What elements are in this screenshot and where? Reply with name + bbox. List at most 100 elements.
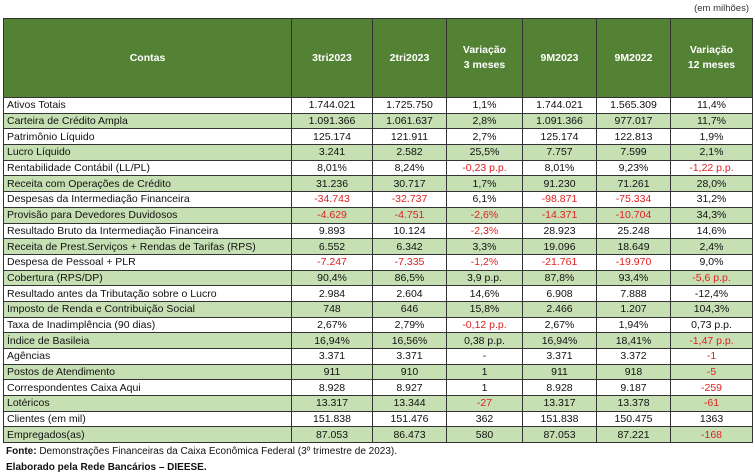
table-cell: 9.187 [596, 379, 671, 397]
row-label: Carteira de Crédito Ampla [3, 112, 292, 130]
table-cell: 6.342 [372, 238, 447, 255]
table-row: Empregados(as) 87.053 86.473 580 87.053 87.22… [3, 426, 753, 444]
table-cell: -5 [670, 363, 753, 381]
table-cell: 2,8% [446, 112, 523, 130]
table-cell: 13.378 [596, 395, 671, 412]
table-cell: 9.893 [291, 222, 373, 240]
table-cell: 13.317 [522, 395, 597, 412]
table-cell: 7.757 [522, 144, 597, 161]
column-header: Variação 12 meses [670, 18, 753, 98]
table-cell: -14.371 [522, 206, 597, 224]
table-cell: 3.371 [291, 348, 373, 365]
column-header: Contas [3, 18, 292, 98]
table-cell: 3.372 [596, 348, 671, 365]
table-row: Taxa de Inadimplência (90 dias) 2,67% 2,79… [3, 316, 753, 334]
table-cell: 28.923 [522, 222, 597, 240]
table-cell: -2,6% [446, 206, 523, 224]
table-cell: 7.599 [596, 144, 671, 161]
table-cell: 104,3% [670, 300, 753, 318]
table-cell: 918 [596, 363, 671, 381]
table-cell: -7.247 [291, 253, 373, 271]
table-cell: -4.751 [372, 206, 447, 224]
table-cell: 30.717 [372, 175, 447, 193]
table-cell: 121.911 [372, 128, 447, 146]
table-cell: 11,4% [670, 97, 753, 114]
row-label: Taxa de Inadimplência (90 dias) [3, 316, 292, 334]
table-cell: 13.317 [291, 395, 373, 412]
table-cell: 8.928 [522, 379, 597, 397]
table-cell: 15,8% [446, 300, 523, 318]
table-cell: 71.261 [596, 175, 671, 193]
table-cell: 580 [446, 426, 523, 444]
table-cell: 8,24% [372, 159, 447, 177]
table-cell: 151.476 [372, 410, 447, 428]
header-row: Contas 3tri2023 2tri2023 Variação 3 meses 9M… [3, 18, 753, 98]
row-label: Imposto de Renda e Contribuição Social [3, 300, 292, 318]
table-cell: -19.970 [596, 253, 671, 271]
table-cell: 2,1% [670, 144, 753, 161]
table-row: Ativos Totais 1.744.021 1.725.750 1,1% 1.744… [3, 97, 753, 114]
table-row: Postos de Atendimento 911 910 1 911 918 -5 [3, 363, 753, 381]
column-header: 9M2022 [596, 18, 671, 98]
table-cell: 1.725.750 [372, 97, 447, 114]
table-cell: 3.371 [372, 348, 447, 365]
table-cell: 1 [446, 379, 523, 397]
table-cell: 151.838 [522, 410, 597, 428]
table-cell: 2.466 [522, 300, 597, 318]
table-cell: 14,6% [670, 222, 753, 240]
table-row: Receita de Prest.Serviços + Rendas de Ta… [3, 238, 753, 255]
table-cell: 91.230 [522, 175, 597, 193]
table-cell: 8.927 [372, 379, 447, 397]
table-cell: 6.552 [291, 238, 373, 255]
table-cell: 1,7% [446, 175, 523, 193]
row-label: Postos de Atendimento [3, 363, 292, 381]
row-label: Clientes (em mil) [3, 410, 292, 428]
table-cell: -1 [670, 348, 753, 365]
table-cell: 1.744.021 [291, 97, 373, 114]
table-cell: -2,3% [446, 222, 523, 240]
table-cell: 3.371 [522, 348, 597, 365]
column-header: 9M2023 [522, 18, 597, 98]
table-row: Resultado Bruto da Intermediação Finance… [3, 222, 753, 240]
table-cell: -98.871 [522, 191, 597, 208]
table-cell: 2.984 [291, 285, 373, 302]
table-cell: 1.061.637 [372, 112, 447, 130]
table-cell: 31.236 [291, 175, 373, 193]
source-label: Fonte: [6, 446, 37, 457]
table-cell: 911 [291, 363, 373, 381]
source-note: Fonte: Demonstrações Financeiras da Caix… [6, 446, 397, 457]
table-cell: -34.743 [291, 191, 373, 208]
table-cell: 34,3% [670, 206, 753, 224]
table-row: Imposto de Renda e Contribuição Social 74… [3, 300, 753, 318]
table-cell: 19.096 [522, 238, 597, 255]
table-cell: -1,22 p.p. [670, 159, 753, 177]
table-cell: -32.737 [372, 191, 447, 208]
table-cell: 6.908 [522, 285, 597, 302]
table-cell: 1 [446, 363, 523, 381]
table-cell: 16,56% [372, 332, 447, 349]
table-cell: 7.888 [596, 285, 671, 302]
source-text: Demonstrações Financeiras da Caixa Econô… [36, 446, 398, 457]
table-row: Carteira de Crédito Ampla 1.091.366 1.061.… [3, 112, 753, 130]
row-label: Empregados(as) [3, 426, 292, 444]
row-label: Cobertura (RPS/DP) [3, 269, 292, 287]
table-cell: 2,67% [291, 316, 373, 334]
table-row: Índice de Basileia 16,94% 16,56% 0,38 p.p. 1… [3, 332, 753, 349]
table-row: Provisão para Devedores Duvidosos -4.629-… [3, 206, 753, 224]
table-cell: 10.124 [372, 222, 447, 240]
table-cell: 125.174 [522, 128, 597, 146]
row-label: Índice de Basileia [3, 332, 292, 349]
table-cell: -0,12 p.p. [446, 316, 523, 334]
table-cell: 122.813 [596, 128, 671, 146]
table-cell: -0,23 p.p. [446, 159, 523, 177]
table-cell: 2,7% [446, 128, 523, 146]
row-label: Resultado Bruto da Intermediação Finance… [3, 222, 292, 240]
table-cell: 3.241 [291, 144, 373, 161]
table-cell: 18.649 [596, 238, 671, 255]
table-cell: 90,4% [291, 269, 373, 287]
table-cell: -259 [670, 379, 753, 397]
table-cell: 13.344 [372, 395, 447, 412]
table-cell: 2,67% [522, 316, 597, 334]
table-cell: 1.744.021 [522, 97, 597, 114]
row-label: Receita com Operações de Crédito [3, 175, 292, 193]
